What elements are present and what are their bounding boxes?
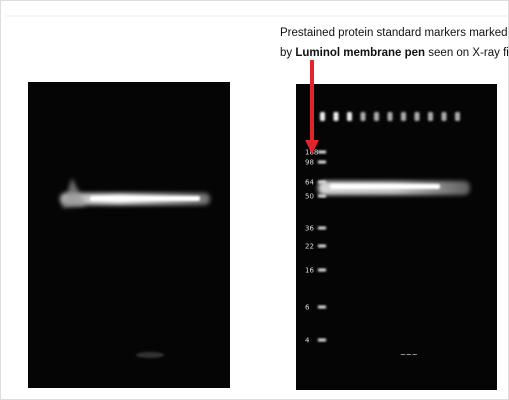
right-gel: ~~~ 18898645036221664 (296, 84, 497, 390)
well (320, 112, 325, 121)
marker-tick (318, 180, 326, 184)
marker-tick (318, 338, 326, 342)
well (441, 112, 447, 121)
marker-label: 4 (305, 337, 310, 345)
annotation-end: seen on X-ray film. (428, 47, 509, 59)
well (401, 112, 406, 121)
marker-tick (318, 150, 326, 154)
arrow (305, 60, 319, 154)
well (374, 112, 379, 121)
marker-tick (318, 226, 326, 230)
marker-label: 64 (305, 179, 314, 187)
marker-label: 6 (305, 304, 310, 312)
marker-tick (318, 194, 326, 198)
annotation-start: by (280, 47, 292, 59)
well (347, 112, 352, 121)
well (414, 112, 420, 121)
annotation-line1: Prestained protein standard markers mark… (280, 27, 508, 39)
annotation-emphasis: Luminol membrane pen (295, 47, 425, 59)
marker-label: 36 (305, 225, 314, 233)
marker-tick (318, 160, 326, 164)
well (333, 112, 339, 121)
marker-label: 16 (305, 267, 314, 275)
well (387, 112, 393, 121)
handwriting: ~~~ (400, 351, 418, 359)
marker-label: 98 (305, 159, 314, 167)
marker-label: 22 (305, 243, 314, 251)
well (360, 112, 366, 121)
marker-tick (318, 305, 326, 309)
marker-tick (318, 244, 326, 248)
marker-label: 50 (305, 193, 314, 201)
annotation-line2: by Luminol membrane pen seen on X-ray fi… (280, 47, 509, 59)
left-gel (28, 82, 230, 388)
well (428, 112, 433, 121)
well (455, 112, 460, 121)
marker-tick (318, 268, 326, 272)
